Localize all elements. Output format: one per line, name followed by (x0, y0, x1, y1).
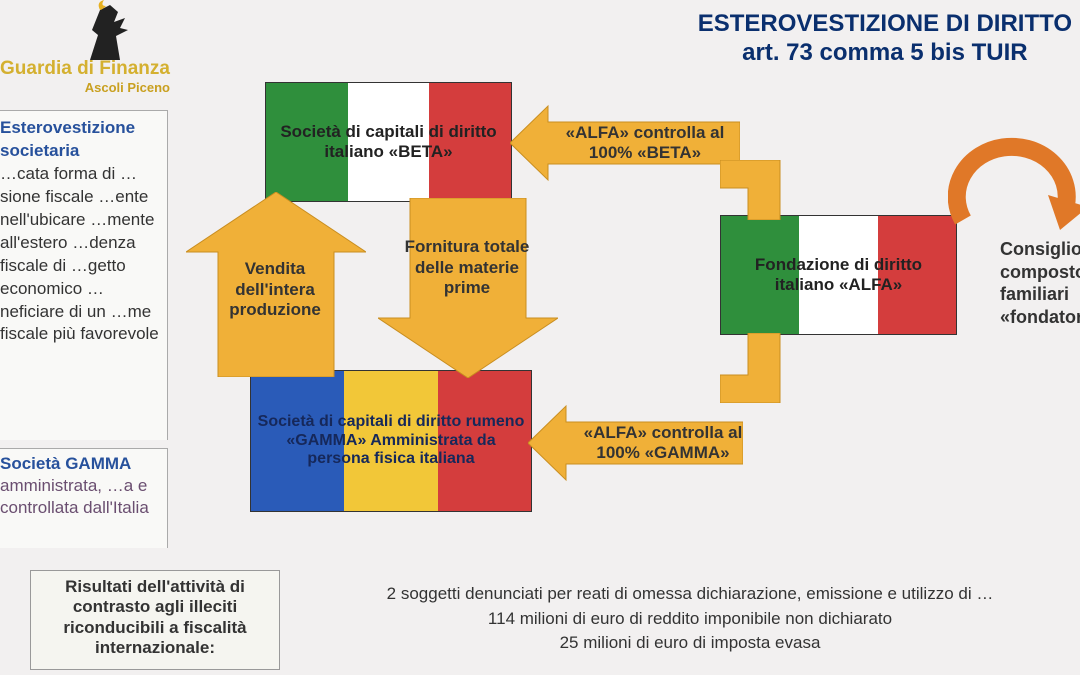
sidebar-title: Esterovestizione societaria (0, 117, 159, 163)
arrow-fornitura-label: Fornitura totale delle materie prime (402, 218, 532, 318)
elbow-alfa-to-beta (720, 160, 810, 220)
sidebar-gamma-body: amministrata, …a e controllata dall'Ital… (0, 475, 159, 519)
sidebar-callout: Esterovestizione societaria …cata forma … (0, 110, 168, 440)
consiglio-label: Consiglio composto da familiari «fondato… (1000, 238, 1080, 328)
sidebar-gamma: Società GAMMA amministrata, …a e control… (0, 448, 168, 548)
logo-block: Guardia di Finanza Ascoli Piceno (0, 0, 200, 110)
logo-org: Guardia di Finanza (0, 58, 200, 80)
elbow-alfa-to-gamma (720, 333, 810, 403)
results-heading: Risultati dell'attività di contrasto agl… (63, 577, 246, 657)
results-line-2: 114 milioni di euro di reddito imponibil… (300, 607, 1080, 632)
slide-title: ESTEROVESTIZIONE DI DIRITTO art. 73 comm… (698, 10, 1072, 68)
results-heading-box: Risultati dell'attività di contrasto agl… (30, 570, 280, 670)
logo-unit: Ascoli Piceno (0, 80, 200, 95)
title-line2: art. 73 comma 5 bis TUIR (698, 39, 1072, 68)
sidebar-body: …cata forma di …sione fiscale …ente nell… (0, 163, 159, 347)
sidebar-gamma-title: Società GAMMA (0, 453, 159, 475)
results-line-3: 25 milioni di euro di imposta evasa (300, 631, 1080, 656)
title-line1: ESTEROVESTIZIONE DI DIRITTO (698, 10, 1072, 39)
node-alfa: Fondazione di diritto italiano «ALFA» (720, 215, 957, 335)
griffin-icon (70, 0, 140, 65)
results-line-1: 2 soggetti denunciati per reati di omess… (300, 582, 1080, 607)
arrow-alfa-beta-label: «ALFA» controlla al 100% «BETA» (560, 122, 730, 164)
results-lines: 2 soggetti denunciati per reati di omess… (300, 582, 1080, 656)
arc-consiglio-icon (948, 135, 1080, 230)
arrow-alfa-gamma-label: «ALFA» controlla al 100% «GAMMA» (578, 422, 748, 464)
arrow-vendita-label: Vendita dell'intera produzione (210, 250, 340, 330)
node-alfa-label: Fondazione di diritto italiano «ALFA» (721, 216, 956, 334)
node-beta: Società di capitali di diritto italiano … (265, 82, 512, 202)
node-gamma: Società di capitali di diritto rumeno «G… (250, 370, 532, 512)
node-beta-label: Società di capitali di diritto italiano … (266, 83, 511, 201)
node-gamma-label: Società di capitali di diritto rumeno «G… (251, 371, 531, 511)
